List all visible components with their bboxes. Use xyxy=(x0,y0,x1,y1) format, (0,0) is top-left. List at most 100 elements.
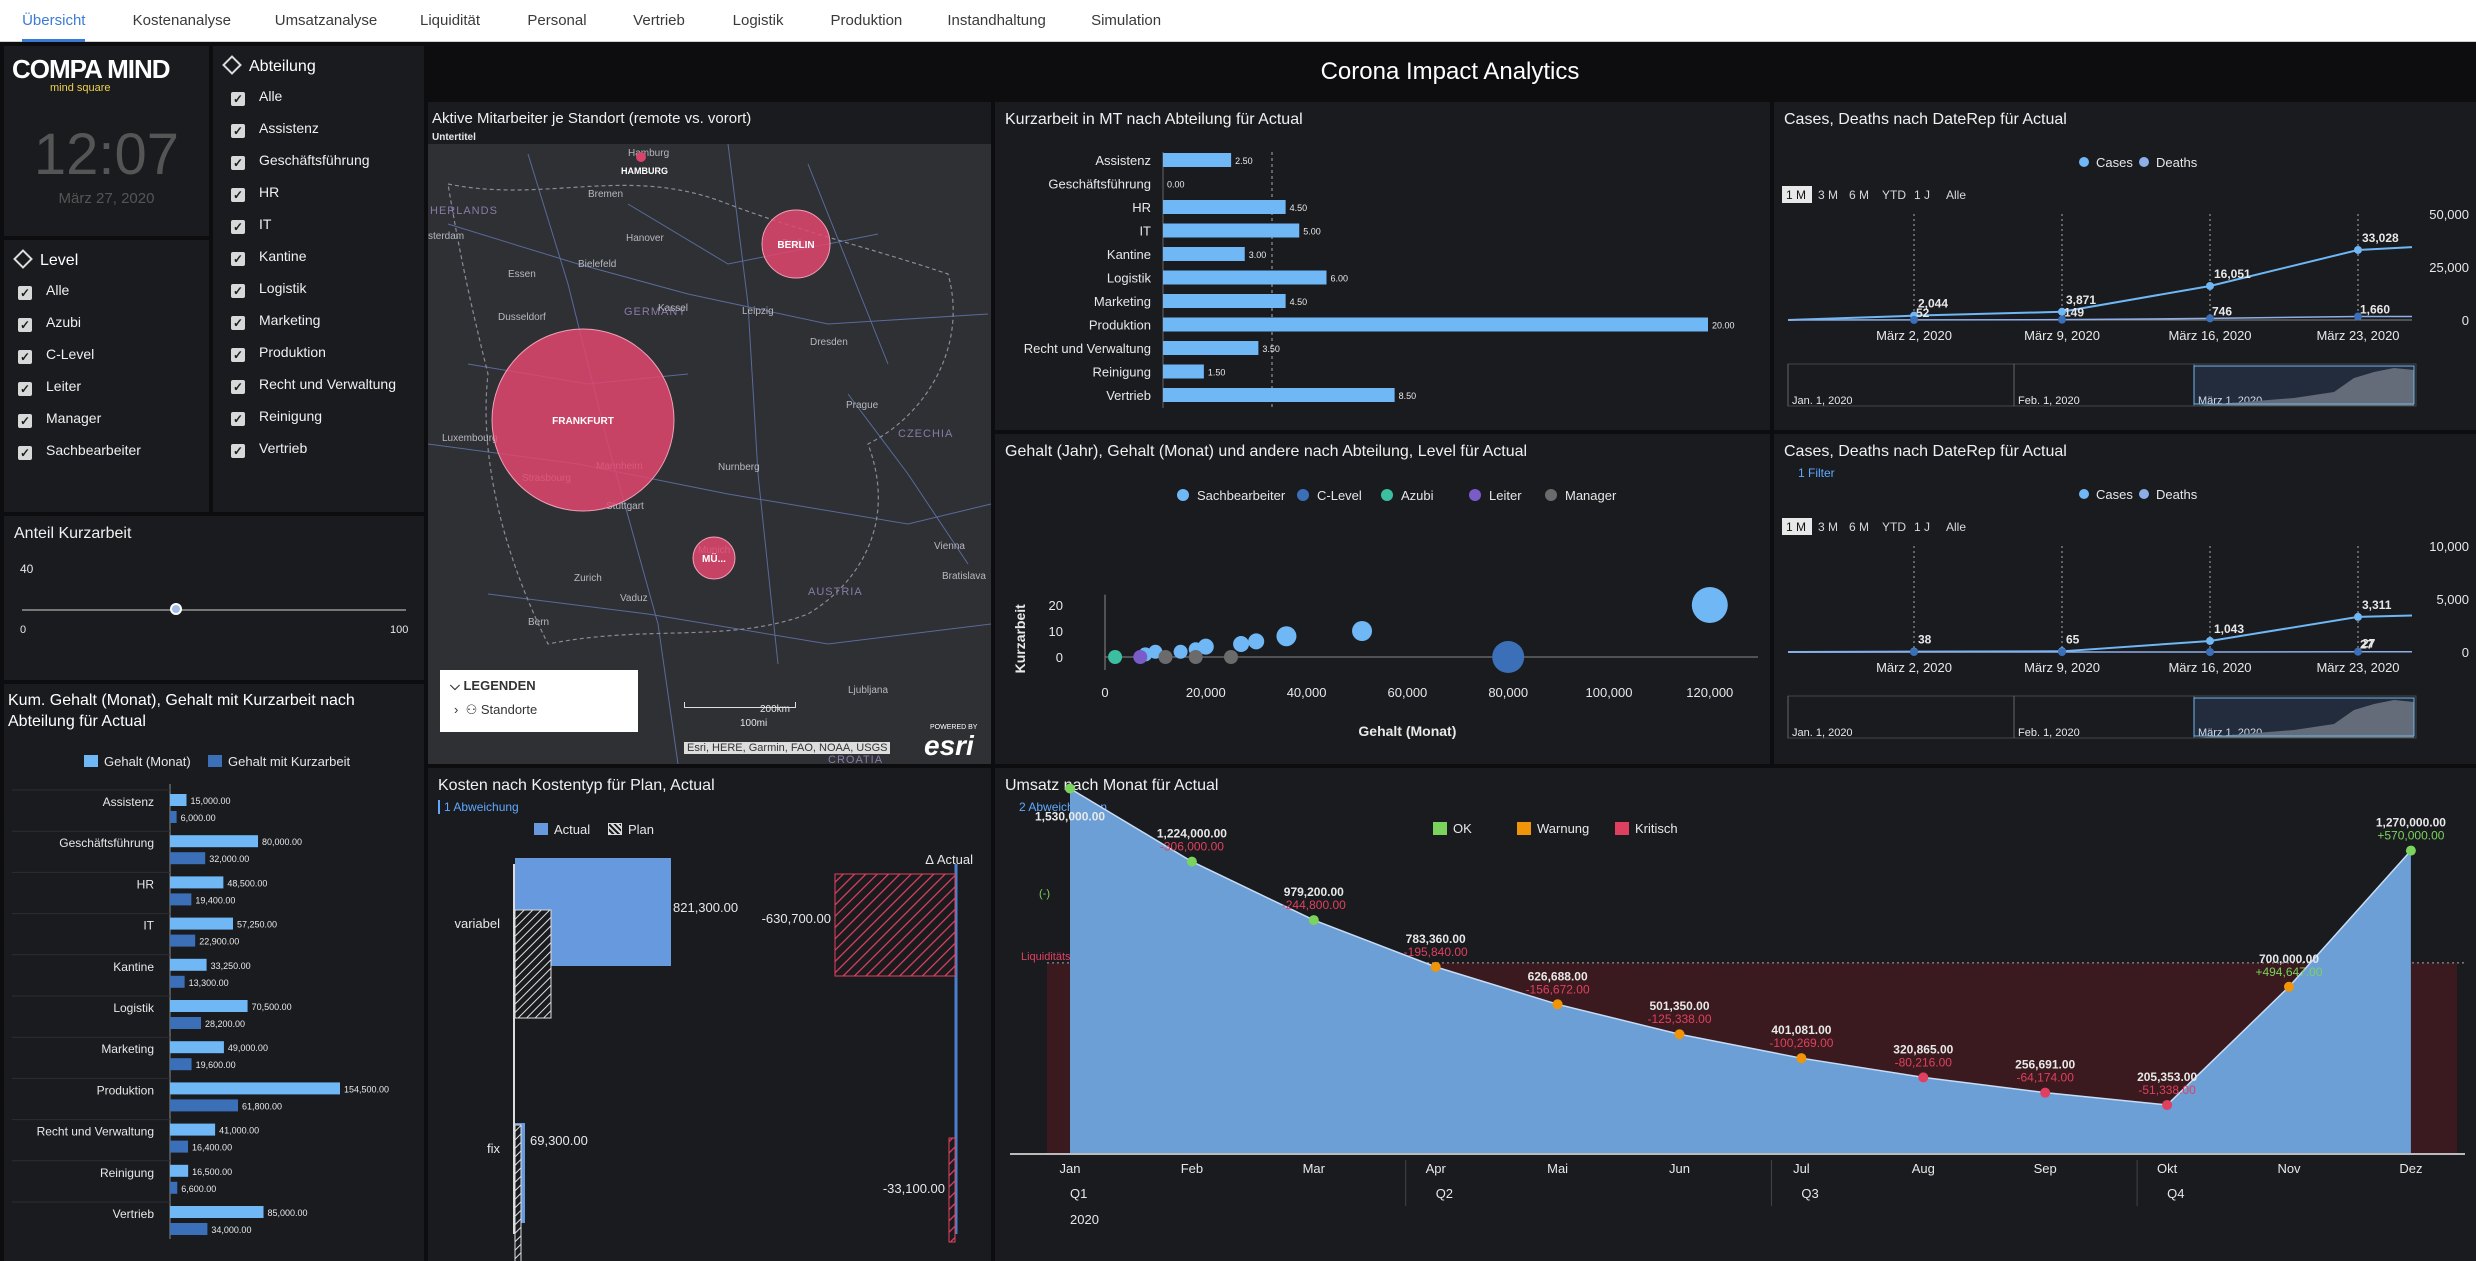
bar-gehalt-monat-[interactable] xyxy=(170,1041,224,1054)
point-azubi[interactable] xyxy=(1108,650,1123,664)
bar[interactable] xyxy=(1163,270,1327,285)
checkbox-logistik[interactable]: ✓ Logistik xyxy=(231,280,306,300)
tab-logistik[interactable]: Logistik xyxy=(732,12,784,29)
bar[interactable] xyxy=(1163,341,1259,355)
bar[interactable] xyxy=(1163,247,1245,261)
checkbox-sachbearbeiter[interactable]: ✓ Sachbearbeiter xyxy=(18,442,141,462)
cases-point[interactable] xyxy=(2206,636,2214,645)
map-bubble-muenchen[interactable] xyxy=(692,536,736,580)
deaths-point[interactable] xyxy=(2354,647,2362,656)
range-button-alle[interactable]: Alle xyxy=(1946,520,1966,534)
revenue-area[interactable] xyxy=(1070,788,2411,1155)
checkbox-leiter[interactable]: ✓ Leiter xyxy=(18,378,81,398)
checkbox-alle[interactable]: ✓ Alle xyxy=(231,88,282,108)
map-canvas[interactable]: Hamburg Bremen HERLANDS sterdam Hanover Biele… xyxy=(428,144,991,764)
bar-gehalt-mit-kurzarbeit[interactable] xyxy=(170,1099,238,1112)
bar[interactable] xyxy=(1163,317,1708,332)
point-sachbearbeiter[interactable] xyxy=(1352,621,1373,641)
slider-track[interactable] xyxy=(22,609,406,611)
point-sachbearbeiter[interactable] xyxy=(1248,633,1265,650)
bar-gehalt-monat-[interactable] xyxy=(170,1123,216,1136)
point-manager[interactable] xyxy=(1188,650,1203,664)
bar-gehalt-monat-[interactable] xyxy=(170,1082,340,1095)
bar-gehalt-mit-kurzarbeit[interactable] xyxy=(170,1058,192,1071)
point-manager[interactable] xyxy=(1158,650,1173,664)
bar[interactable] xyxy=(1163,364,1204,379)
bar[interactable] xyxy=(1163,388,1395,402)
range-button-6-m[interactable]: 6 M xyxy=(1849,188,1869,202)
point-sachbearbeiter[interactable] xyxy=(1233,636,1250,652)
bar-gehalt-monat-[interactable] xyxy=(170,794,187,806)
checkbox-azubi[interactable]: ✓ Azubi xyxy=(18,314,81,334)
map-bubble-frankfurt[interactable] xyxy=(491,328,675,512)
point-c-level[interactable] xyxy=(1492,641,1525,673)
deaths-line[interactable] xyxy=(1787,315,2412,321)
kosten-deviation[interactable]: 1 Abweichung xyxy=(438,800,519,814)
map-legend-header[interactable]: ⌵ LEGENDEN xyxy=(450,678,536,694)
bar-gehalt-monat-[interactable] xyxy=(170,1000,248,1012)
checkbox-assistenz[interactable]: ✓ Assistenz xyxy=(231,120,319,140)
bar-gehalt-mit-kurzarbeit[interactable] xyxy=(170,893,192,906)
range-highlight[interactable] xyxy=(1782,518,1812,535)
plan-bar[interactable] xyxy=(514,1124,522,1261)
bar-gehalt-mit-kurzarbeit[interactable] xyxy=(170,811,177,823)
cases-point[interactable] xyxy=(2354,245,2362,254)
checkbox-hr[interactable]: ✓ HR xyxy=(231,184,279,204)
checkbox-alle[interactable]: ✓ Alle xyxy=(18,282,69,302)
cases-point[interactable] xyxy=(2058,307,2066,316)
point-warnung[interactable] xyxy=(1552,999,1563,1010)
cases-point[interactable] xyxy=(2206,281,2214,290)
deaths-point[interactable] xyxy=(2206,314,2214,323)
deaths-point[interactable] xyxy=(1910,315,1918,324)
deaths-point[interactable] xyxy=(2058,315,2066,324)
bar[interactable] xyxy=(1163,223,1300,238)
map-marker-hamburg[interactable] xyxy=(636,152,646,162)
bar[interactable] xyxy=(1163,200,1286,214)
navigator-window[interactable] xyxy=(2193,365,2415,405)
bar-gehalt-monat-[interactable] xyxy=(170,1164,189,1177)
point-ok[interactable] xyxy=(2405,845,2416,856)
cases-point[interactable] xyxy=(2354,612,2362,621)
cases2-filter[interactable]: 1 Filter xyxy=(1798,466,1835,480)
point-ok[interactable] xyxy=(1065,783,1075,794)
bar-gehalt-mit-kurzarbeit[interactable] xyxy=(170,852,206,865)
range-button-1-m[interactable]: 1 M xyxy=(1786,520,1806,534)
tab-personal[interactable]: Personal xyxy=(527,12,587,29)
bar-gehalt-mit-kurzarbeit[interactable] xyxy=(170,1140,189,1153)
point-sachbearbeiter[interactable] xyxy=(1691,587,1728,623)
point-warnung[interactable] xyxy=(1796,1053,1807,1064)
checkbox-it[interactable]: ✓ IT xyxy=(231,216,271,236)
cases-line[interactable] xyxy=(1787,246,2413,321)
checkbox-reinigung[interactable]: ✓ Reinigung xyxy=(231,408,322,428)
checkbox-marketing[interactable]: ✓ Marketing xyxy=(231,312,320,332)
bar[interactable] xyxy=(1163,153,1232,167)
tab-produktion[interactable]: Produktion xyxy=(830,12,903,29)
deaths-point[interactable] xyxy=(1910,648,1918,656)
tab-instandhaltung[interactable]: Instandhaltung xyxy=(947,12,1046,29)
checkbox-kantine[interactable]: ✓ Kantine xyxy=(231,248,306,268)
checkbox-recht-und-verwaltung[interactable]: ✓ Recht und Verwaltung xyxy=(231,376,396,396)
point-ok[interactable] xyxy=(1186,856,1197,867)
bar-gehalt-mit-kurzarbeit[interactable] xyxy=(170,1181,178,1194)
bar-gehalt-monat-[interactable] xyxy=(170,1206,264,1218)
tab-umsatzanalyse[interactable]: Umsatzanalyse xyxy=(274,12,378,29)
deaths-point[interactable] xyxy=(2354,312,2362,321)
checkbox-manager[interactable]: ✓ Manager xyxy=(18,410,101,430)
tab-liquidität[interactable]: Liquidität xyxy=(420,12,481,29)
bar-gehalt-mit-kurzarbeit[interactable] xyxy=(170,934,196,947)
range-button-1-j[interactable]: 1 J xyxy=(1914,188,1930,202)
point-sachbearbeiter[interactable] xyxy=(1197,638,1214,655)
point-sachbearbeiter[interactable] xyxy=(1173,644,1188,659)
point-warnung[interactable] xyxy=(1674,1029,1685,1040)
range-highlight[interactable] xyxy=(1782,186,1812,203)
range-button-3-m[interactable]: 3 M xyxy=(1818,520,1838,534)
slider-handle[interactable] xyxy=(169,603,182,615)
checkbox-vertrieb[interactable]: ✓ Vertrieb xyxy=(231,440,307,460)
map-bubble-berlin[interactable] xyxy=(761,209,831,279)
bar-gehalt-mit-kurzarbeit[interactable] xyxy=(170,975,185,988)
checkbox-c-level[interactable]: ✓ C-Level xyxy=(18,346,94,366)
range-button-6-m[interactable]: 6 M xyxy=(1849,520,1869,534)
bar-gehalt-monat-[interactable] xyxy=(170,917,233,930)
point-warnung[interactable] xyxy=(1430,961,1441,972)
point-leiter[interactable] xyxy=(1133,650,1148,664)
